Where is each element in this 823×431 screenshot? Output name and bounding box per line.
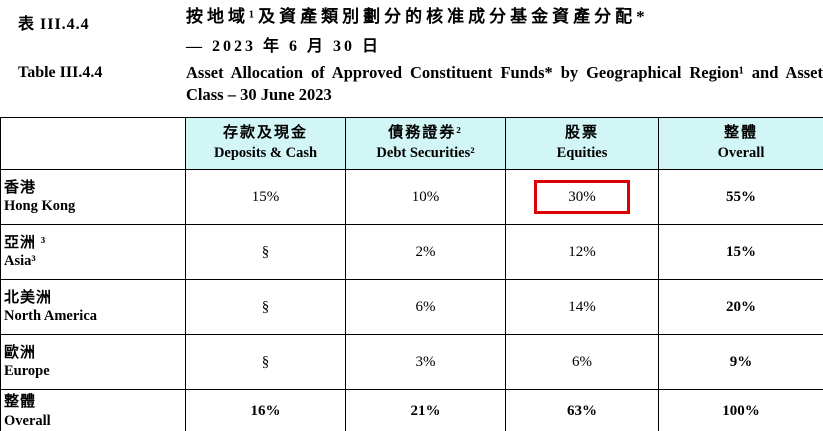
corner-cell — [0, 117, 186, 170]
cell-hongkong-deposits: 15% — [185, 169, 346, 225]
col-header-overall: 整體 Overall — [658, 117, 823, 170]
cell-overall-overall: 100% — [658, 389, 823, 431]
row-asia: 亞洲 ³ Asia³ § 2% 12% 15% — [0, 224, 823, 280]
row-label-hongkong-zh: 香港 — [4, 179, 37, 196]
cell-asia-overall: 15% — [658, 224, 823, 280]
col-header-deposits: 存款及現金 Deposits & Cash — [185, 117, 346, 170]
cell-north-america-equities: 14% — [505, 279, 659, 335]
col-header-equities-zh: 股票 — [564, 125, 599, 142]
row-label-overall-zh: 整體 — [4, 394, 37, 410]
title-en: Asset Allocation of Approved Constituent… — [186, 63, 823, 104]
table-number-zh: 表 III.4.4 — [18, 16, 90, 33]
col-header-deposits-en: Deposits & Cash — [213, 144, 318, 161]
col-header-deposits-zh: 存款及現金 — [222, 125, 308, 142]
row-label-overall-en: Overall — [4, 412, 51, 429]
col-header-debt-securities-zh: 債務證券² — [388, 125, 463, 142]
row-label-north-america-zh: 北美洲 — [4, 289, 53, 306]
row-label-north-america: 北美洲 North America — [0, 279, 186, 335]
col-header-overall-zh: 整體 — [723, 125, 758, 142]
cell-hongkong-equities: 30% — [505, 169, 659, 225]
cell-asia-deposits: § — [185, 224, 346, 280]
cell-overall-debt: 21% — [345, 389, 506, 431]
col-header-overall-en: Overall — [717, 144, 765, 161]
cell-asia-equities: 12% — [505, 224, 659, 280]
row-label-asia: 亞洲 ³ Asia³ — [0, 224, 186, 280]
cell-europe-equities: 6% — [505, 334, 659, 390]
row-label-europe-zh: 歐洲 — [4, 344, 37, 361]
col-header-debt-securities-en: Debt Securities² — [376, 144, 475, 161]
row-label-asia-en: Asia³ — [4, 253, 36, 270]
header-row: 存款及現金 Deposits & Cash 債務證券² Debt Securit… — [0, 117, 823, 170]
cell-north-america-overall: 20% — [658, 279, 823, 335]
row-label-hongkong-en: Hong Kong — [4, 198, 76, 215]
col-header-equities: 股票 Equities — [505, 117, 659, 170]
cell-europe-debt: 3% — [345, 334, 506, 390]
cell-hongkong-debt: 10% — [345, 169, 506, 225]
cell-asia-debt: 2% — [345, 224, 506, 280]
row-label-north-america-en: North America — [4, 308, 98, 325]
row-label-overall: 整體 Overall — [0, 389, 186, 431]
cell-north-america-debt: 6% — [345, 279, 506, 335]
cell-europe-deposits: § — [185, 334, 346, 390]
title-zh-block: 按地域¹及資產類別劃分的核准成分基金資產分配* — 2023 年 6 月 30 … — [186, 6, 823, 56]
row-hongkong: 香港 Hong Kong 15% 10% 30% 55% — [0, 169, 823, 225]
title-zh-line1: 按地域¹及資產類別劃分的核准成分基金資產分配* — [186, 7, 649, 26]
row-north-america: 北美洲 North America § 6% 14% 20% — [0, 279, 823, 335]
col-header-debt-securities: 債務證券² Debt Securities² — [345, 117, 506, 170]
cell-hongkong-overall: 55% — [658, 169, 823, 225]
row-label-asia-zh: 亞洲 ³ — [4, 234, 47, 251]
row-europe: 歐洲 Europe § 3% 6% 9% — [0, 334, 823, 390]
cell-overall-deposits: 16% — [185, 389, 346, 431]
cell-hongkong-equities-value: 30% — [568, 188, 596, 205]
asset-allocation-table: 存款及現金 Deposits & Cash 債務證券² Debt Securit… — [0, 117, 823, 431]
row-label-europe: 歐洲 Europe — [0, 334, 186, 390]
col-header-equities-en: Equities — [556, 144, 608, 161]
cell-north-america-deposits: § — [185, 279, 346, 335]
cell-europe-overall: 9% — [658, 334, 823, 390]
row-overall: 整體 Overall 16% 21% 63% 100% — [0, 389, 823, 431]
row-label-hongkong: 香港 Hong Kong — [0, 169, 186, 225]
table-number-en: Table III.4.4 — [18, 64, 103, 81]
title-zh-date: — 2023 年 6 月 30 日 — [186, 37, 382, 55]
row-label-europe-en: Europe — [4, 363, 50, 380]
cell-overall-equities: 63% — [505, 389, 659, 431]
